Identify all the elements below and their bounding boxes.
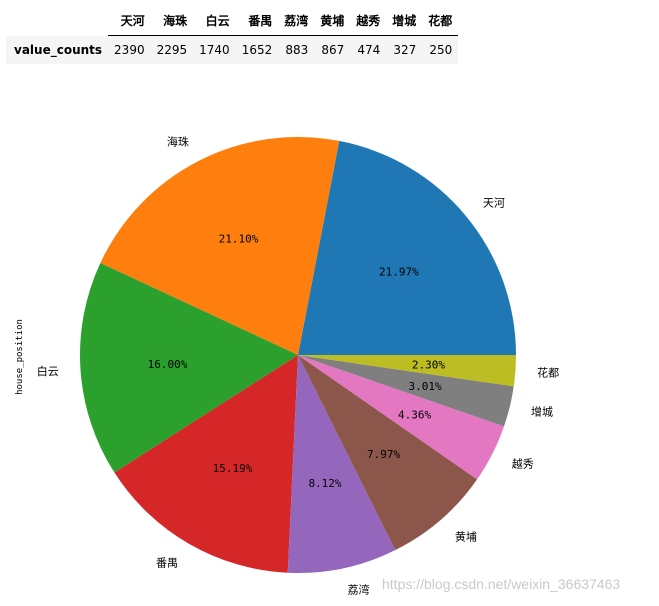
table-cell: 327 (386, 35, 423, 64)
pie-slice (298, 355, 516, 387)
category-label: 越秀 (512, 457, 534, 471)
category-label: 黄埔 (455, 529, 477, 543)
pie-slice (80, 263, 299, 473)
category-label: 增城 (531, 405, 553, 419)
percent-label: 2.30% (412, 358, 445, 371)
category-label: 天河 (483, 196, 505, 209)
column-header: 花都 (422, 8, 459, 36)
table-cell: 1740 (193, 35, 236, 64)
percent-label: 21.10% (219, 233, 259, 246)
row-label: value_counts (6, 35, 109, 64)
watermark: https://blog.csdn.net/weixin_36637463 (382, 576, 621, 592)
table-header-row: 天河 海珠 白云 番禺 荔湾 黄埔 越秀 增城 花都 (6, 8, 459, 36)
pie-slice (298, 355, 514, 427)
table-cell: 867 (314, 35, 351, 64)
category-label: 海珠 (167, 134, 189, 148)
category-label: 番禺 (156, 557, 178, 570)
value-counts-table: 天河 海珠 白云 番禺 荔湾 黄埔 越秀 增城 花都 value_counts … (6, 8, 459, 64)
percent-label: 3.01% (409, 380, 442, 393)
category-label: 花都 (537, 366, 559, 379)
table-cell: 2295 (150, 35, 194, 64)
column-header: 荔湾 (278, 8, 315, 36)
table-cell: 474 (350, 35, 387, 64)
column-header: 天河 (108, 8, 151, 36)
pie-slice (114, 355, 298, 573)
y-axis-label: house_position (15, 319, 25, 395)
table-row: value_counts 2390 2295 1740 1652 883 867… (6, 35, 459, 64)
table-cell: 250 (422, 35, 459, 64)
pie-slice (287, 355, 396, 573)
table-cell: 1652 (235, 35, 279, 64)
column-header: 增城 (386, 8, 423, 36)
percent-label: 4.36% (398, 408, 431, 421)
percent-labels: 21.97% 21.10% 16.00% 15.19% 8.12% 7.97% 4.36% 3… (148, 233, 446, 490)
pie-slice (298, 355, 478, 551)
column-header: 黄埔 (314, 8, 351, 36)
pie-slice (100, 137, 340, 355)
pie-slice (298, 355, 505, 480)
pie-slices (80, 137, 516, 573)
column-header: 越秀 (350, 8, 387, 36)
column-header: 白云 (193, 8, 236, 36)
percent-label: 15.19% (213, 462, 253, 475)
column-header: 海珠 (150, 8, 194, 36)
category-label: 荔湾 (348, 583, 370, 597)
pie-slice (298, 140, 516, 355)
column-header: 番禺 (235, 8, 279, 36)
percent-label: 16.00% (148, 358, 188, 371)
percent-label: 7.97% (367, 448, 400, 461)
table-cell: 883 (278, 35, 315, 64)
category-label: 白云 (37, 364, 59, 378)
table-cell: 2390 (108, 35, 151, 64)
percent-label: 8.12% (308, 477, 341, 490)
percent-label: 21.97% (379, 266, 419, 279)
